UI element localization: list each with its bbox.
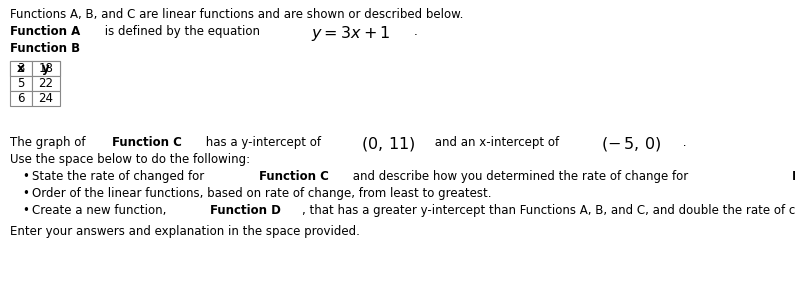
Text: $\left(-\,5,\, 0\right)$: $\left(-\,5,\, 0\right)$: [601, 135, 661, 153]
Text: 18: 18: [39, 62, 53, 75]
Text: The graph of: The graph of: [10, 136, 89, 149]
Bar: [32, 91, 60, 106]
Text: y: y: [42, 62, 50, 75]
Text: •: •: [22, 187, 29, 200]
Text: Function B: Function B: [10, 42, 80, 55]
Text: Functions A, B, and C are linear functions and are shown or described below.: Functions A, B, and C are linear functio…: [10, 8, 463, 21]
Text: .: .: [413, 25, 417, 38]
Text: Function C.: Function C.: [792, 170, 795, 183]
Text: 5: 5: [17, 77, 25, 90]
Text: •: •: [22, 170, 29, 183]
Text: , that has a greater y-intercept than Functions A, B, and C, and double the rate: , that has a greater y-intercept than Fu…: [301, 204, 795, 217]
Text: .: .: [679, 136, 687, 149]
Text: Enter your answers and explanation in the space provided.: Enter your answers and explanation in th…: [10, 225, 360, 238]
Text: Function C: Function C: [112, 136, 182, 149]
Text: Function D: Function D: [210, 204, 281, 217]
Bar: [32, 61, 60, 76]
Text: Use the space below to do the following:: Use the space below to do the following:: [10, 153, 250, 166]
Bar: [32, 76, 60, 91]
Text: State the rate of changed for: State the rate of changed for: [32, 170, 208, 183]
Text: 22: 22: [38, 77, 53, 90]
Text: 6: 6: [17, 92, 25, 105]
Text: is defined by the equation: is defined by the equation: [101, 25, 263, 38]
Bar: [10, 76, 32, 91]
Bar: [10, 61, 32, 76]
Text: has a y-intercept of: has a y-intercept of: [203, 136, 325, 149]
Text: 24: 24: [38, 92, 53, 105]
Text: Function A: Function A: [10, 25, 80, 38]
Text: $y = 3x + 1$: $y = 3x + 1$: [311, 24, 390, 43]
Text: 3: 3: [17, 62, 25, 75]
Text: Create a new function,: Create a new function,: [32, 204, 170, 217]
Text: and an x-intercept of: and an x-intercept of: [431, 136, 563, 149]
Text: $\left(0,\, 11\right)$: $\left(0,\, 11\right)$: [361, 135, 415, 153]
Text: •: •: [22, 204, 29, 217]
Bar: [32, 61, 60, 76]
Text: x: x: [17, 62, 25, 75]
Text: Function C: Function C: [259, 170, 329, 183]
Bar: [10, 91, 32, 106]
Text: and describe how you determined the rate of change for: and describe how you determined the rate…: [349, 170, 692, 183]
Text: Order of the linear functions, based on rate of change, from least to greatest.: Order of the linear functions, based on …: [32, 187, 491, 200]
Bar: [10, 61, 32, 76]
